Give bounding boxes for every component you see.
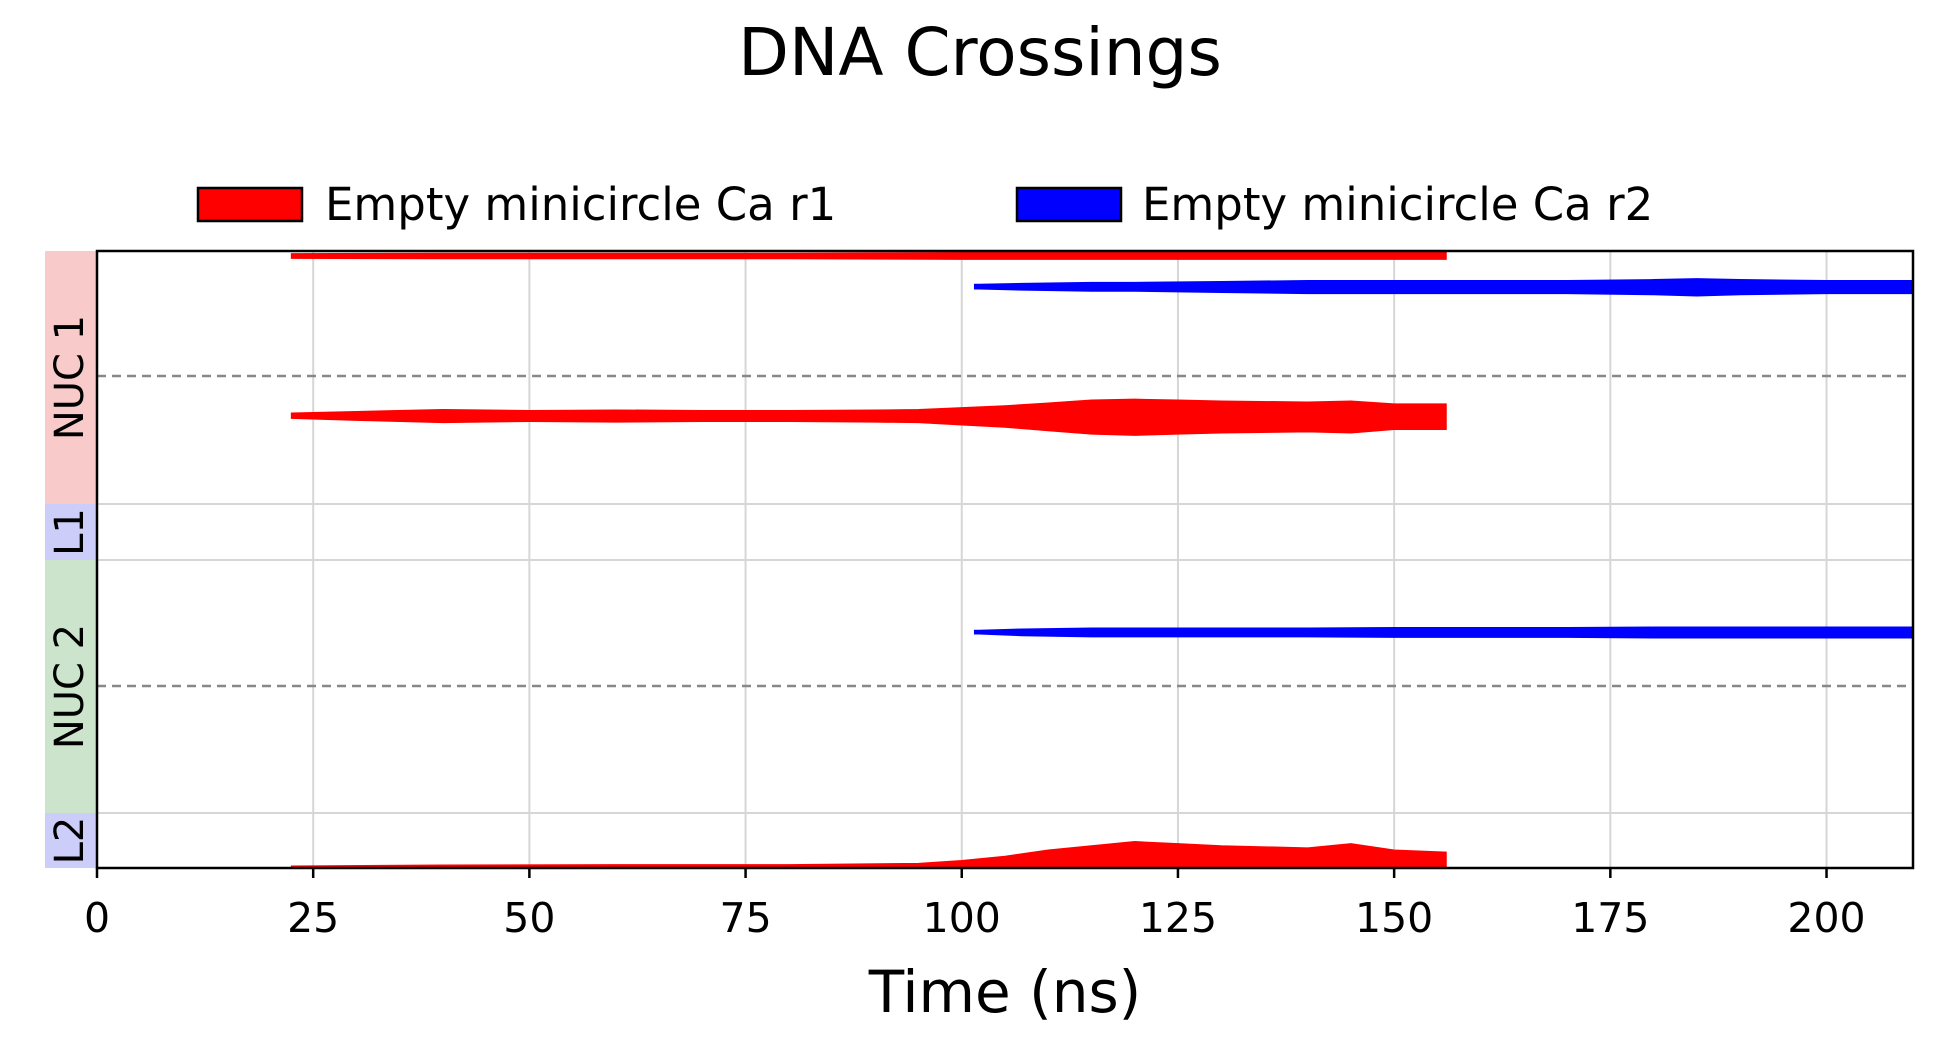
data-band (290, 252, 1447, 260)
data-band (290, 841, 1447, 868)
x-tick-label: 0 (84, 894, 110, 942)
plot-frame (95, 249, 1915, 870)
region-label: NUC 2 (47, 624, 93, 749)
x-tick-label: 50 (503, 894, 555, 942)
data-band (290, 398, 1447, 436)
legend: Empty minicircle Ca r1 Empty minicircle C… (196, 178, 1653, 231)
x-tick-label: 175 (1571, 894, 1649, 942)
legend-swatch (196, 186, 304, 223)
x-axis-label: Time (ns) (868, 958, 1142, 1026)
legend-swatch (1015, 186, 1123, 223)
legend-label: Empty minicircle Ca r1 (325, 178, 836, 231)
chart-title: DNA Crossings (738, 14, 1222, 91)
grid (96, 251, 1913, 868)
region-label: L1 (47, 508, 93, 556)
x-tick-label: 100 (923, 894, 1001, 942)
region-strip (45, 251, 97, 504)
region-strips: NUC 1 L1 NUC 2 L2 (45, 251, 97, 868)
legend-label: Empty minicircle Ca r2 (1142, 178, 1653, 231)
region-label: L2 (47, 817, 93, 865)
region-strip (45, 813, 97, 868)
region-strip (45, 560, 97, 813)
data-band (973, 626, 1914, 639)
region-label: NUC 1 (47, 315, 93, 440)
data-band (973, 278, 1914, 297)
nucleosome-dividers (97, 374, 1913, 688)
x-axis-ticks: 0 25 50 75 100 125 150 175 200 (84, 868, 1866, 942)
x-tick-label: 75 (719, 894, 771, 942)
x-tick-label: 200 (1787, 894, 1865, 942)
x-tick-label: 25 (287, 894, 339, 942)
x-tick-label: 150 (1355, 894, 1433, 942)
x-tick-label: 125 (1139, 894, 1217, 942)
region-strip (45, 504, 97, 560)
